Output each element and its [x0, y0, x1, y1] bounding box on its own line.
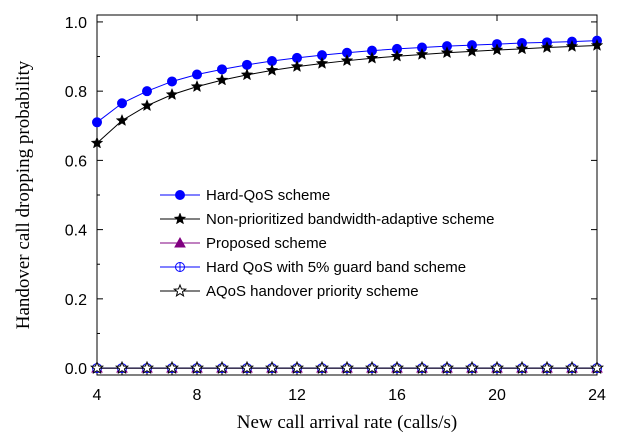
- data-point: [540, 40, 554, 53]
- legend: Hard-QoS scheme Non-prioritized bandwidth…: [160, 187, 495, 300]
- legend-swatch-marker: [172, 283, 188, 297]
- x-tick-label: 12: [288, 387, 306, 404]
- data-point: [240, 68, 254, 81]
- x-tick-label: 24: [588, 387, 606, 404]
- data-point: [415, 47, 429, 60]
- legend-label: Non-prioritized bandwidth-adaptive schem…: [206, 211, 495, 228]
- y-tick-label: 0.0: [65, 361, 87, 378]
- data-point: [139, 360, 155, 375]
- data-point: [590, 38, 604, 51]
- legend-item-1: Non-prioritized bandwidth-adaptive schem…: [160, 211, 495, 228]
- data-point: [489, 360, 505, 375]
- data-point: [114, 360, 130, 375]
- legend-swatch-marker: [175, 262, 185, 272]
- y-tick-label: 0.8: [65, 84, 87, 101]
- data-point: [239, 360, 255, 375]
- data-point: [217, 64, 227, 75]
- y-tick-label: 0.6: [65, 153, 87, 170]
- data-point: [264, 360, 280, 375]
- series-1: [90, 38, 604, 149]
- y-tick-label: 1.0: [65, 15, 87, 32]
- legend-swatch-marker: [173, 212, 187, 225]
- data-point: [490, 43, 504, 56]
- data-point: [465, 44, 479, 57]
- data-point: [215, 73, 229, 86]
- data-point: [390, 49, 404, 62]
- data-point: [340, 54, 354, 67]
- data-point: [439, 360, 455, 375]
- data-point: [214, 360, 230, 375]
- data-point: [564, 360, 580, 375]
- x-axis-title: New call arrival rate (calls/s): [237, 412, 458, 433]
- y-tick-label: 0.2: [65, 292, 87, 309]
- legend-label: Proposed scheme: [206, 235, 327, 252]
- data-point: [265, 63, 279, 76]
- legend-item-0: Hard-QoS scheme: [160, 187, 330, 204]
- data-point: [92, 117, 102, 128]
- data-point: [414, 360, 430, 375]
- data-point: [140, 99, 154, 112]
- data-point: [365, 51, 379, 64]
- data-point: [167, 76, 177, 87]
- data-point: [190, 79, 204, 93]
- data-point: [189, 360, 205, 375]
- data-point: [440, 46, 454, 59]
- data-point: [315, 56, 329, 69]
- data-point: [589, 360, 605, 375]
- data-point: [192, 69, 202, 80]
- data-point: [289, 360, 305, 375]
- x-tick-label: 4: [93, 387, 102, 404]
- data-point: [464, 360, 480, 375]
- y-tick-label: 0.4: [65, 223, 87, 240]
- x-tick-label: 8: [193, 387, 202, 404]
- legend-swatch-marker: [175, 190, 185, 200]
- data-point: [89, 360, 105, 375]
- legend-label: AQoS handover priority scheme: [206, 283, 419, 300]
- data-point: [164, 360, 180, 375]
- legend-label: Hard QoS with 5% guard band scheme: [206, 259, 466, 276]
- legend-item-3: Hard QoS with 5% guard band scheme: [160, 259, 466, 276]
- data-point: [242, 59, 252, 70]
- data-point: [290, 59, 304, 72]
- data-point: [515, 42, 529, 55]
- legend-label: Hard-QoS scheme: [206, 187, 330, 204]
- legend-item-4: AQoS handover priority scheme: [160, 283, 419, 300]
- data-point: [165, 87, 179, 101]
- series-4: [89, 360, 605, 375]
- data-point: [115, 113, 129, 126]
- x-tick-label: 16: [388, 387, 406, 404]
- data-point: [539, 360, 555, 375]
- series-0: [92, 35, 602, 128]
- data-point: [389, 360, 405, 375]
- data-point: [514, 360, 530, 375]
- series-layer: [89, 35, 605, 375]
- y-axis-title: Handover call dropping probability: [13, 60, 34, 329]
- legend-swatch-marker: [174, 236, 186, 248]
- data-point: [565, 39, 579, 52]
- data-point: [314, 360, 330, 375]
- data-point: [117, 98, 127, 109]
- data-point: [142, 86, 152, 97]
- data-point: [90, 136, 104, 149]
- legend-item-2: Proposed scheme: [160, 235, 327, 252]
- x-tick-label: 20: [488, 387, 506, 404]
- ticks-layer: 4 8 12 16 20 24 0.0 0.2 0.4 0.6 0.8 1.0: [65, 15, 606, 404]
- data-point: [339, 360, 355, 375]
- data-point: [364, 360, 380, 375]
